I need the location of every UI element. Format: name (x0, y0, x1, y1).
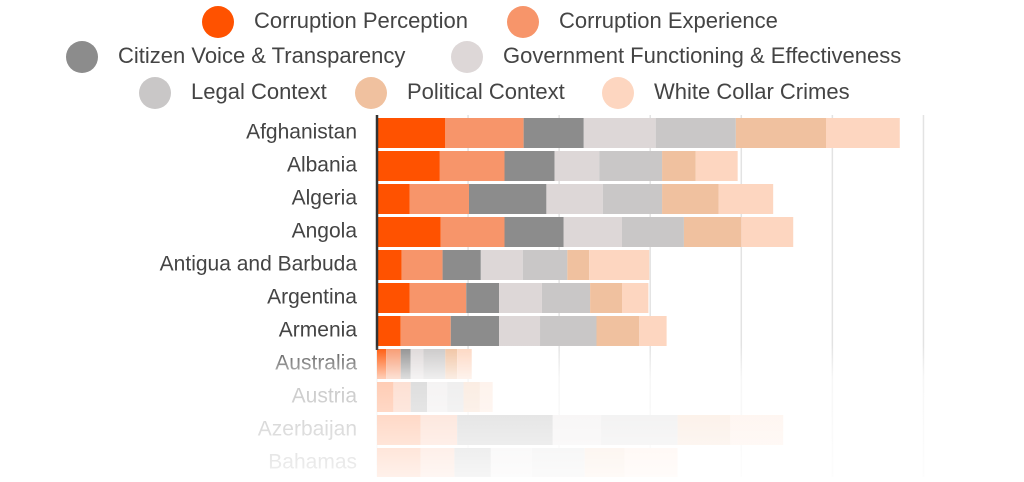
bar-segment (377, 283, 410, 313)
bar-segment (499, 316, 541, 346)
bar-segment (655, 118, 736, 148)
bar-segment (522, 250, 568, 280)
bar-segment (468, 184, 547, 214)
legend-marker (202, 6, 234, 38)
bar-segment (735, 118, 827, 148)
bar-segment (599, 151, 663, 181)
bar-segment (377, 118, 446, 148)
bar-segment (504, 151, 555, 181)
bar-segment (540, 316, 597, 346)
bar-segment (683, 217, 742, 247)
bar-segment (639, 316, 667, 346)
category-label: Algeria (292, 187, 358, 210)
bar-segment (480, 250, 523, 280)
bar-segment (377, 250, 402, 280)
bar-segment (621, 217, 684, 247)
bar-segment (546, 184, 603, 214)
legend-label: Legal Context (191, 79, 327, 104)
legend-marker (355, 77, 387, 109)
bar-segment (466, 283, 500, 313)
legend-marker (66, 41, 98, 73)
legend-marker (507, 6, 539, 38)
category-label: Armenia (279, 319, 358, 342)
fade-overlay (0, 345, 1024, 477)
bar-segment (377, 151, 440, 181)
legend: Corruption Perception Corruption Experien… (66, 6, 901, 109)
bars: Afghanistan Albania Algeria Angola Antigua a… (0, 115, 1024, 478)
bar-segment (621, 283, 649, 313)
legend-label: Corruption Experience (559, 8, 778, 33)
bar-segment (718, 184, 774, 214)
bar-segment (439, 151, 505, 181)
legend-label: Government Functioning & Effectiveness (503, 43, 901, 68)
bar-segment (589, 250, 650, 280)
bar-segment (409, 283, 467, 313)
legend-marker (602, 77, 634, 109)
bar-segment (563, 217, 622, 247)
bar-segment (826, 118, 900, 148)
bar-segment (523, 118, 584, 148)
category-label: Angola (292, 220, 358, 243)
legend-marker (451, 41, 483, 73)
legend-marker (139, 77, 171, 109)
bar-segment (409, 184, 469, 214)
legend-label: Corruption Perception (254, 8, 468, 33)
category-label: Argentina (267, 286, 357, 309)
bar-segment (554, 151, 600, 181)
bar-segment (450, 316, 500, 346)
bar-segment (377, 316, 401, 346)
bar-segment (377, 184, 410, 214)
bar-segment (602, 184, 663, 214)
bar-segment (695, 151, 738, 181)
bar-segment (377, 217, 441, 247)
bar-segment (662, 184, 719, 214)
bar-segment (445, 118, 524, 148)
bar-segment (442, 250, 481, 280)
bar-segment (590, 283, 622, 313)
category-label: Antigua and Barbuda (160, 253, 358, 276)
legend-label: Political Context (407, 79, 565, 104)
bar-segment (596, 316, 640, 346)
bar-segment (401, 250, 443, 280)
category-label: Afghanistan (246, 121, 357, 144)
bar-segment (662, 151, 696, 181)
bar-segment (504, 217, 564, 247)
bar-segment (583, 118, 656, 148)
bar-segment (741, 217, 794, 247)
bar-segment (567, 250, 590, 280)
bar-segment (541, 283, 591, 313)
bar-segment (499, 283, 542, 313)
legend-label: White Collar Crimes (654, 79, 850, 104)
category-label: Albania (287, 154, 357, 177)
bar-segment (440, 217, 505, 247)
legend-label: Citizen Voice & Transparency (118, 43, 405, 68)
bar-segment (400, 316, 451, 346)
